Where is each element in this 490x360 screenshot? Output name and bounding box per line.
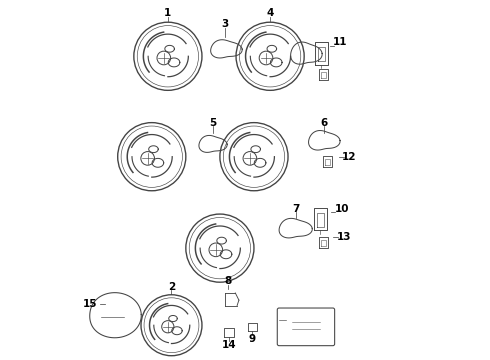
Text: 2: 2: [168, 282, 175, 292]
Text: 1: 1: [164, 8, 171, 18]
Text: 12: 12: [342, 152, 356, 162]
Text: 14: 14: [221, 340, 236, 350]
Text: 13: 13: [336, 232, 351, 242]
Text: 6: 6: [320, 118, 327, 128]
Text: 8: 8: [224, 276, 232, 286]
Text: 5: 5: [209, 118, 217, 128]
Text: 4: 4: [267, 8, 274, 18]
Text: 9: 9: [248, 333, 256, 343]
Text: 15: 15: [83, 299, 98, 309]
Text: 7: 7: [292, 204, 299, 214]
Text: 3: 3: [221, 19, 229, 29]
Text: 10: 10: [335, 204, 349, 214]
Text: 11: 11: [333, 37, 347, 47]
